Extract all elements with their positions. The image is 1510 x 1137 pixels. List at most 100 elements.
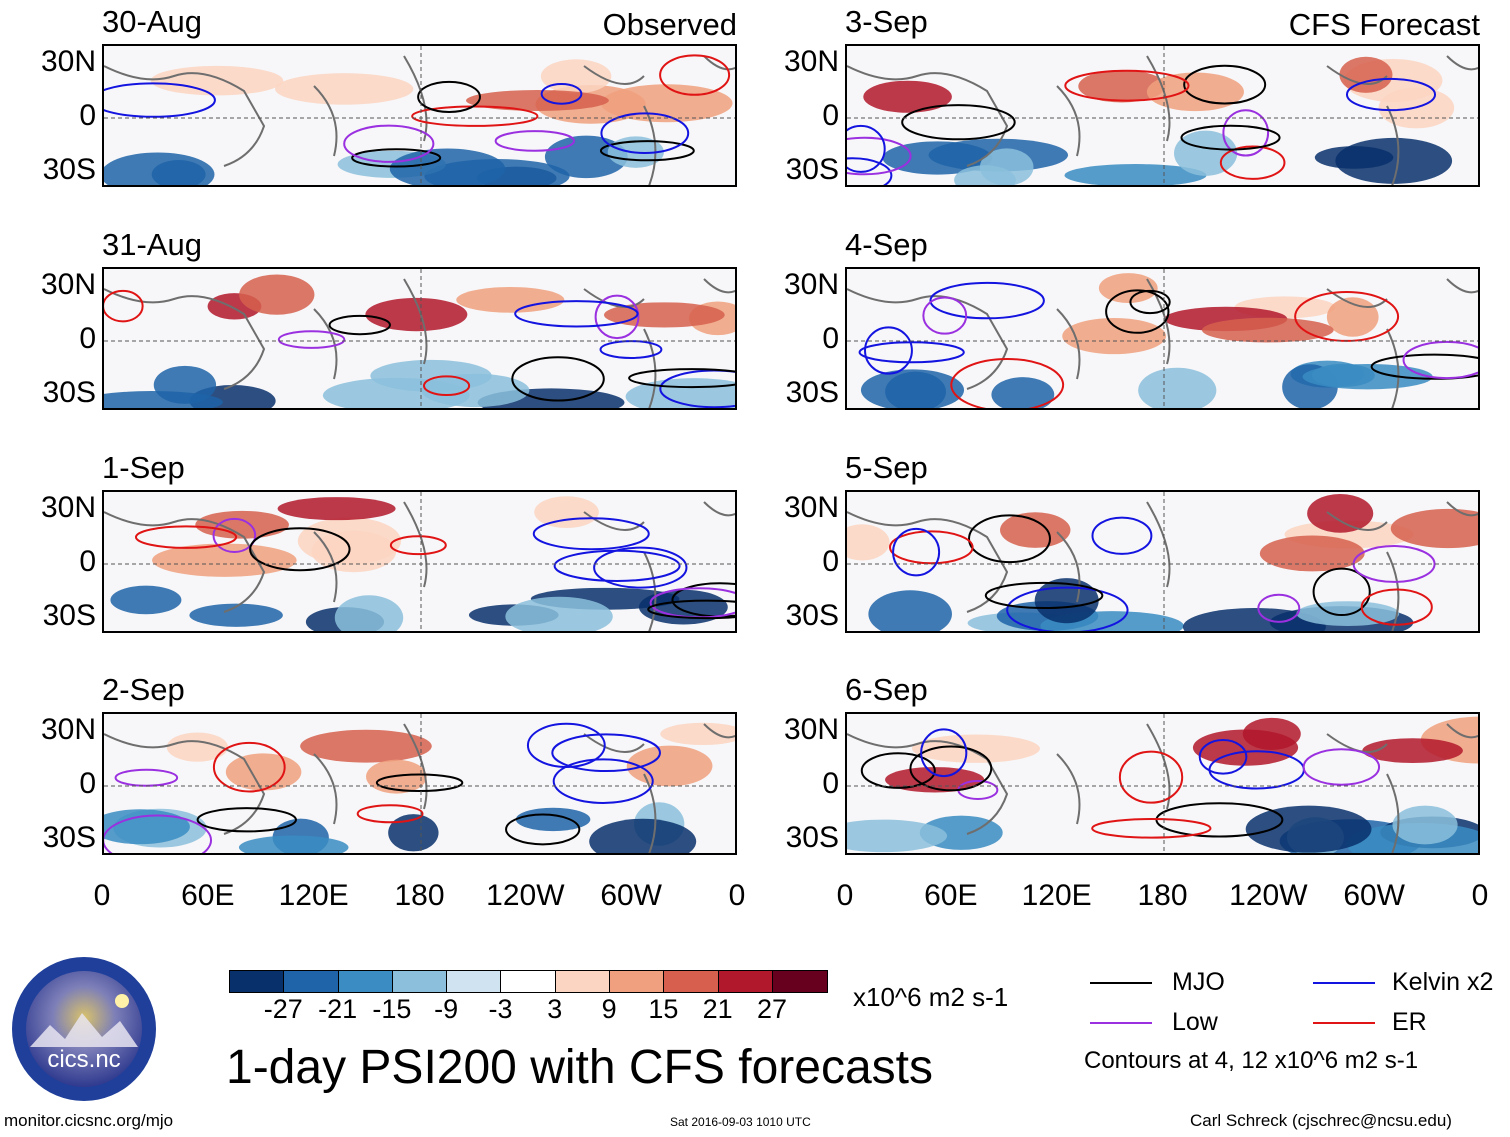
anomaly-shading [189,603,283,627]
panel-date-label: 1-Sep [102,450,185,485]
panel-date-label: 3-Sep [845,4,928,39]
longitude-label: 180 [394,879,445,912]
latitude-label: 0 [79,545,96,578]
latitude-label: 30S [42,376,96,409]
latitude-label: 30N [40,491,96,524]
anomaly-shading [388,814,439,852]
observed-header: Observed [602,7,737,42]
colorbar-tick-label: 3 [547,994,563,1024]
psi200-map-panel [102,44,737,187]
panel-date-label: 6-Sep [845,672,928,707]
wave-contour [892,527,941,577]
colorbar-swatch [230,971,285,992]
footer-author: Carl Schreck (cjschrec@ncsu.edu) [1190,1111,1452,1130]
latitude-label: 30N [40,45,96,78]
anomaly-shading [1182,607,1326,631]
latitude-label: 30S [42,821,96,854]
anomaly-shading [456,287,565,313]
anomaly-shading [166,732,229,762]
latitude-label: 30S [42,599,96,632]
legend-low-line [1090,1022,1152,1024]
wave-contour [1402,340,1478,380]
coastline [104,55,735,185]
colorbar-swatch [501,971,556,992]
wave-contour [600,112,690,154]
wave-contour [1198,738,1248,775]
wave-contour [847,136,912,176]
wave-contour [1222,109,1270,157]
wave-contour [553,549,681,582]
anomaly-shading [505,596,613,631]
psi200-map-panel [102,712,737,855]
anomaly-shading [1314,146,1394,169]
wave-contour [1257,593,1301,623]
wave-contour [594,294,640,340]
coastline [104,278,735,408]
anomaly-shading [365,297,468,332]
wave-contour [659,54,731,96]
anomaly-shading [1000,512,1071,548]
latitude-label: 30S [785,376,839,409]
colorbar-swatch [610,971,665,992]
latitude-label: 30N [783,491,839,524]
wave-contour [1370,353,1478,380]
wave-contour [599,140,695,162]
footer-timestamp: Sat 2016-09-03 1010 UTC [670,1115,811,1129]
anomaly-shading [238,835,349,853]
longitude-label: 120W [486,879,565,912]
longitude-label: 60E [924,879,978,912]
panel-date-label: 30-Aug [102,4,202,39]
panel-date-label: 5-Sep [845,450,928,485]
anomaly-shading [1202,317,1334,343]
colorbar-tick-label: 27 [756,994,788,1024]
wave-contour [494,130,576,152]
anomaly-shading [1138,367,1217,408]
colorbar-tick-label: 9 [601,994,617,1024]
longitude-label: 60W [1343,879,1405,912]
anomaly-shading [104,152,215,185]
colorbar-swatch [555,971,611,992]
anomaly-shading [1311,363,1375,388]
anomaly-shading [1390,508,1478,549]
legend-er-label: ER [1392,1008,1427,1036]
anomaly-shading [1192,729,1299,766]
anomaly-shading [1259,535,1365,572]
wave-contour [847,124,886,173]
wave-contour [864,326,913,375]
latitude-label: 0 [822,767,839,800]
wave-contour [277,330,346,349]
latitude-label: 30N [783,268,839,301]
legend-kelvin-line [1313,982,1375,984]
psi200-map-panel [102,267,737,410]
psi200-map-panel [845,712,1480,855]
anomaly-shading [104,391,223,408]
colorbar-swatch [718,971,773,992]
anomaly-shading [1307,493,1374,533]
wave-contour [375,773,464,793]
anomaly-shading [1098,273,1158,304]
footer-website[interactable]: monitor.cicsnc.org/mjo [4,1111,174,1130]
wave-contour [984,581,1104,610]
panel-date-label: 31-Aug [102,227,202,262]
wave-contour [909,745,993,792]
wave-contour [901,104,1016,141]
anomaly-shading [104,809,190,845]
wave-contour [134,525,238,549]
latitude-label: 0 [79,99,96,132]
wave-contour [922,296,968,335]
colorbar-swatch [338,971,393,992]
wave-contour [860,752,936,789]
wave-contour [1064,69,1190,102]
wave-contour [423,375,471,397]
colorbar-units: x10^6 m2 s-1 [853,982,1009,1012]
wave-contour [343,124,435,163]
wave-contour [847,157,893,185]
anomaly-shading [847,819,948,853]
logo-text: cics.nc [47,1046,120,1073]
colorbar-tick-label: -3 [488,994,513,1024]
wave-contour [1105,289,1170,334]
anomaly-shading [1392,805,1458,845]
anomaly-shading [882,141,993,175]
panel-date-label: 4-Sep [845,227,928,262]
anomaly-shading [334,595,404,631]
